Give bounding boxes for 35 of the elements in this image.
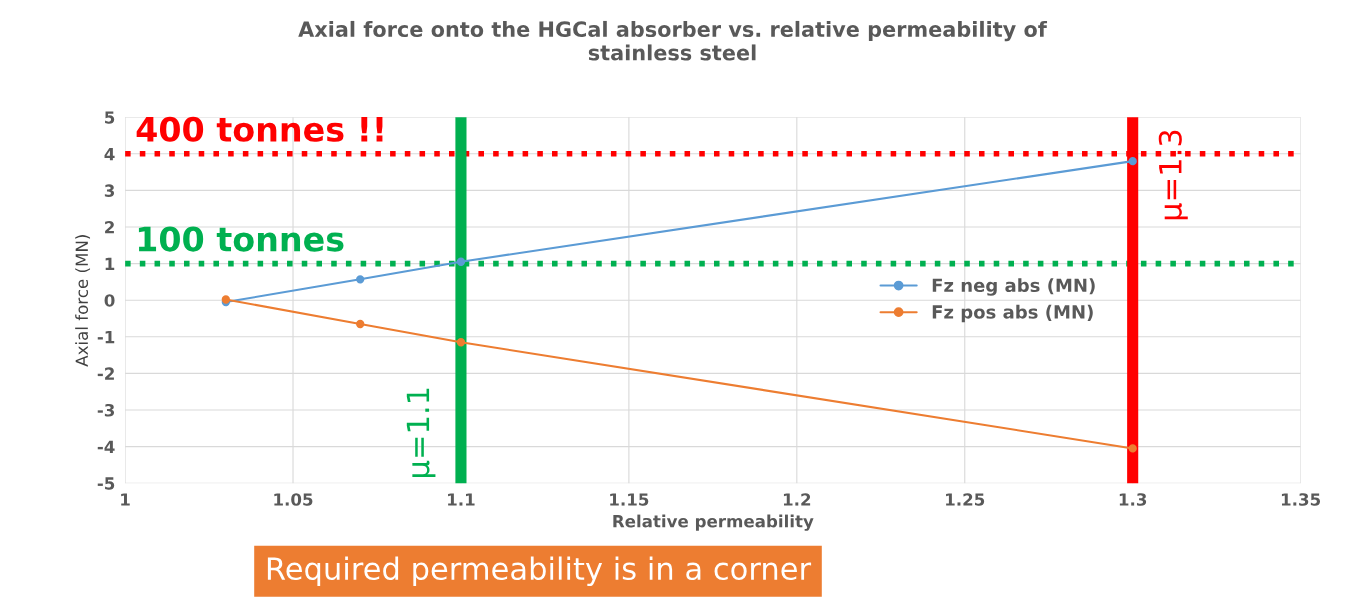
point	[456, 257, 466, 266]
y-tick-label: 1	[105, 257, 115, 270]
ref-line-label: μ=1.1	[406, 388, 436, 477]
x-tick-label: 1.05	[274, 493, 313, 506]
x-tick-label: 1.25	[946, 493, 985, 506]
x-axis-title: Relative permeability	[613, 514, 814, 531]
y-tick-label: -2	[97, 367, 114, 380]
x-tick-label: 1.3	[1119, 493, 1147, 506]
x-tick-label: 1.35	[1281, 493, 1321, 506]
point	[1128, 156, 1137, 166]
y-tick-label: -1	[97, 330, 115, 344]
chart-title: Axial force onto the HGCal absorber vs. relative permeability of stainless steel	[298, 20, 1048, 61]
ref-line-label: 100 tonnes	[138, 226, 344, 252]
x-tick-label: 1.1	[448, 493, 475, 506]
ref-line-label: μ=1.3	[1158, 130, 1188, 220]
point	[356, 275, 365, 284]
point	[356, 319, 365, 329]
point	[1128, 444, 1137, 453]
y-tick-label: -5	[97, 477, 115, 490]
x-tick-label: 1	[121, 493, 130, 506]
y-tick-label: -4	[97, 440, 115, 453]
ref-line-label: 400 tonnes !!	[136, 116, 383, 142]
y-tick-label: 4	[104, 147, 115, 161]
text: Required permeability is in a corner	[267, 556, 812, 587]
y-tick-label: 5	[105, 111, 115, 124]
x-tick-label: 1.15	[610, 493, 649, 506]
legend-label: Fz pos abs (MN)	[932, 304, 1093, 323]
y-tick-label: 0	[104, 294, 115, 307]
y-tick-label: -3	[97, 403, 115, 417]
point	[456, 338, 466, 347]
x-tick-label: 1.2	[783, 493, 811, 506]
y-axis-title: Axial force (MN)	[75, 235, 91, 367]
legend-label: Fz neg abs (MN)	[932, 278, 1095, 296]
y-tick-label: 3	[104, 184, 115, 197]
y-tick-label: 2	[105, 220, 114, 234]
